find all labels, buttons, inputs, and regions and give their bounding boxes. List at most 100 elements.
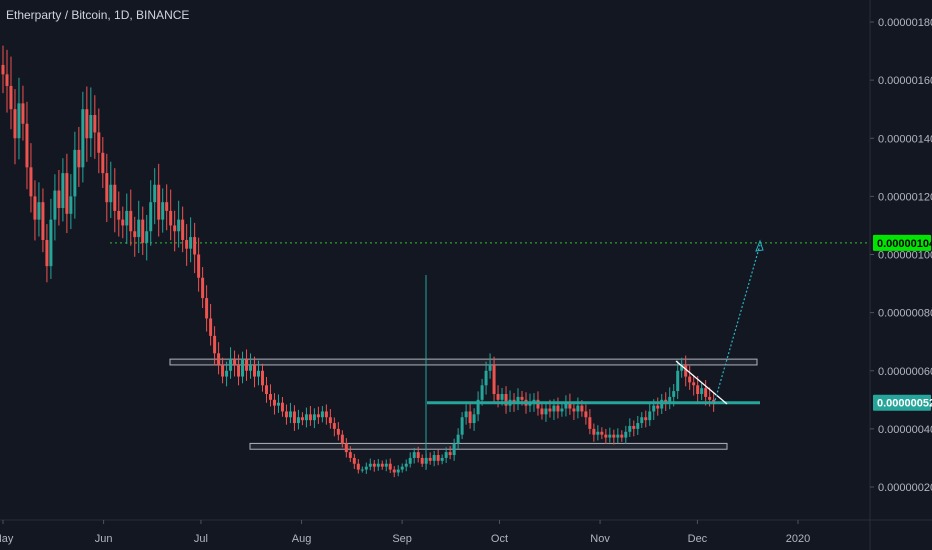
- candle-body: [436, 455, 440, 461]
- candle-body: [61, 173, 65, 208]
- candle-body: [177, 219, 181, 232]
- candle-body: [37, 202, 41, 220]
- candle-body: [157, 184, 161, 220]
- candle-body: [476, 399, 480, 415]
- candle-body: [696, 385, 700, 394]
- candle-body: [312, 414, 316, 421]
- candle-body: [284, 411, 288, 418]
- candle-body: [576, 405, 580, 412]
- candle-body: [368, 463, 372, 467]
- candle-body: [592, 428, 596, 435]
- candle-body: [544, 408, 548, 415]
- candle-body: [584, 411, 588, 418]
- chart-title: Etherparty / Bitcoin, 1D, BINANCE: [6, 8, 190, 22]
- candle-body: [233, 359, 237, 365]
- candle-body: [45, 239, 49, 267]
- y-tick-label: 0.00000080: [878, 308, 932, 320]
- candle-body: [704, 388, 708, 397]
- candle-body: [628, 425, 632, 432]
- candle-body: [340, 434, 344, 444]
- candle-body: [141, 219, 145, 243]
- projection-arrowhead: [755, 239, 764, 252]
- x-tick-label: Aug: [292, 533, 312, 545]
- candle-body: [153, 184, 157, 203]
- candle-body: [504, 394, 508, 406]
- x-tick-label: 2020: [786, 533, 810, 545]
- candle-body: [105, 173, 109, 203]
- candle-body: [41, 202, 45, 240]
- candle-body: [89, 115, 93, 139]
- candle-body: [452, 443, 456, 456]
- candle-body: [680, 364, 684, 371]
- candle-body: [644, 417, 648, 421]
- candle-body: [296, 417, 300, 424]
- candle-body: [668, 396, 672, 403]
- candle-body: [308, 414, 312, 421]
- projection-line: [713, 244, 761, 405]
- candle-body: [161, 202, 165, 220]
- candle-body: [69, 196, 73, 214]
- candle-body: [428, 457, 432, 461]
- candle-body: [588, 417, 592, 429]
- candle-body: [612, 434, 616, 438]
- candle-body: [137, 219, 141, 238]
- candle-body: [684, 364, 688, 377]
- y-tick-label: 0.00000160: [878, 75, 932, 87]
- candle-body: [129, 210, 133, 232]
- candle-body: [264, 385, 268, 394]
- candle-body: [229, 359, 233, 371]
- candle-body: [316, 414, 320, 418]
- candle-body: [552, 405, 556, 412]
- candle-body: [29, 167, 33, 197]
- candle-body: [101, 152, 105, 174]
- candle-body: [400, 466, 404, 470]
- candle-body: [580, 405, 584, 412]
- candle-body: [53, 190, 57, 220]
- resistance-zone: [169, 358, 758, 366]
- candle-body: [540, 408, 544, 415]
- candle-body: [165, 202, 169, 211]
- candle-body: [464, 411, 468, 418]
- candle-body: [608, 434, 612, 438]
- candle-body: [237, 364, 241, 377]
- candle-body: [404, 463, 408, 467]
- candle-body: [149, 202, 153, 232]
- y-tick-label: 0.00000120: [878, 191, 932, 203]
- candle-body: [564, 402, 568, 409]
- candle-body: [13, 109, 17, 139]
- candle-body: [121, 219, 125, 226]
- candle-body: [113, 184, 117, 211]
- candle-body: [245, 359, 249, 371]
- candle-body: [392, 469, 396, 473]
- candle-body: [57, 190, 61, 208]
- candle-body: [604, 434, 608, 438]
- candle-body: [5, 74, 9, 86]
- candle-body: [456, 434, 460, 444]
- candle-body: [169, 210, 173, 226]
- candle-body: [376, 463, 380, 467]
- candle-body: [348, 452, 352, 458]
- candle-body: [9, 85, 13, 110]
- candle-body: [488, 364, 492, 371]
- candle-body: [652, 405, 656, 412]
- candle-body: [632, 425, 636, 429]
- candle-body: [420, 457, 424, 464]
- candle-body: [568, 402, 572, 409]
- candle-body: [676, 370, 680, 392]
- candle-body: [145, 231, 149, 243]
- candle-body: [181, 219, 185, 240]
- candle-body: [692, 382, 696, 386]
- price-tag: [873, 394, 931, 411]
- y-tick-label: 0.00000040: [878, 424, 932, 436]
- candle-body: [253, 364, 257, 377]
- candle-body: [496, 394, 500, 400]
- price-tag-label: 0.00000104: [877, 238, 932, 250]
- candle-body: [280, 402, 284, 412]
- candle-body: [672, 391, 676, 397]
- candle-body: [324, 411, 328, 418]
- candle-body: [492, 364, 496, 394]
- candle-body: [560, 408, 564, 412]
- candle-body: [416, 452, 420, 458]
- candle-body: [360, 469, 364, 471]
